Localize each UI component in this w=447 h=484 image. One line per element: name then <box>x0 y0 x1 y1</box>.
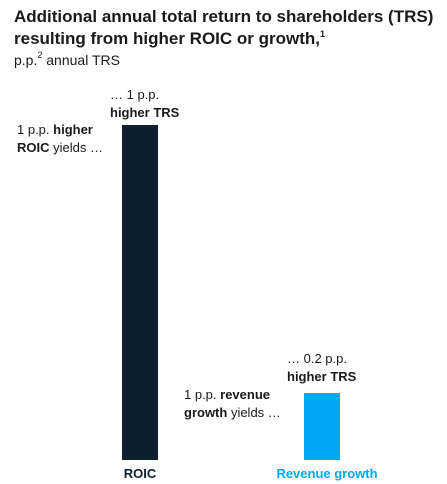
subtitle-text: annual TRS <box>42 52 120 68</box>
growth-value-text: … 0.2 p.p. <box>287 351 347 366</box>
roic-label-text-2: yields … <box>49 140 103 155</box>
subtitle-unit: p.p. <box>14 52 38 68</box>
bar-roic <box>122 125 158 460</box>
roic-value-annotation: … 1 p.p. higher TRS <box>110 86 210 122</box>
growth-label-annotation: 1 p.p. revenue growth yields … <box>184 386 304 422</box>
chart-subtitle: p.p.2 annual TRS <box>14 51 120 69</box>
growth-label-text: 1 p.p. <box>184 387 221 402</box>
chart-title-text: Additional annual total return to shareh… <box>14 7 434 48</box>
roic-value-emphasis: higher TRS <box>110 105 180 120</box>
roic-label-emphasis: higher <box>53 122 93 137</box>
roic-label-emphasis-2: ROIC <box>17 140 50 155</box>
roic-label-text: 1 p.p. <box>17 122 54 137</box>
category-label-revenue-growth: Revenue growth <box>276 466 378 481</box>
roic-label-annotation: 1 p.p. higher ROIC yields … <box>17 121 127 157</box>
growth-label-emphasis: revenue <box>220 387 271 402</box>
chart-title: Additional annual total return to shareh… <box>14 6 439 50</box>
growth-label-emphasis-2: growth <box>184 405 228 420</box>
growth-value-emphasis: higher TRS <box>287 369 357 384</box>
growth-label-text-2: yields … <box>227 405 281 420</box>
title-footnote-marker: 1 <box>320 29 326 39</box>
bar-revenue-growth <box>304 393 340 460</box>
roic-value-text: … 1 p.p. <box>110 87 160 102</box>
category-label-roic: ROIC <box>123 466 157 481</box>
growth-value-annotation: … 0.2 p.p. higher TRS <box>287 350 387 386</box>
subtitle-footnote-marker: 2 <box>37 50 43 60</box>
